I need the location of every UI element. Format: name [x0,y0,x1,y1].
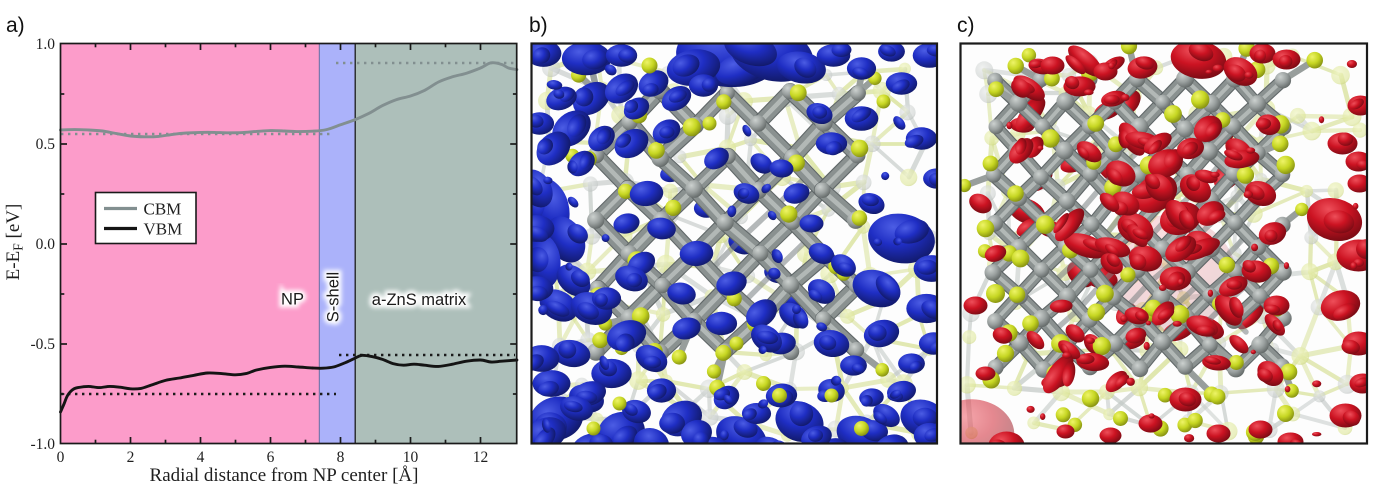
svg-text:-0.5: -0.5 [30,336,55,353]
svg-text:0.5: 0.5 [36,136,56,153]
svg-text:a-ZnS matrix: a-ZnS matrix [372,291,467,309]
svg-text:Radial distance from NP center: Radial distance from NP center [Å] [150,465,419,486]
svg-text:1.0: 1.0 [36,36,56,53]
svg-text:c): c) [957,14,975,37]
svg-text:8: 8 [337,449,345,466]
svg-text:S-shell: S-shell [325,272,343,322]
svg-text:10: 10 [403,449,419,466]
svg-text:0: 0 [57,449,65,466]
svg-text:4: 4 [197,449,205,466]
svg-text:6: 6 [267,449,275,466]
svg-text:0.0: 0.0 [36,236,56,253]
svg-text:a): a) [6,14,25,37]
svg-text:-1.0: -1.0 [30,436,55,453]
svg-text:NP: NP [281,291,304,309]
svg-text:S-shell: S-shell [325,272,343,322]
svg-text:2: 2 [127,449,135,466]
svg-text:12: 12 [473,449,489,466]
svg-text:CBM: CBM [144,200,182,219]
svg-text:b): b) [529,14,548,37]
svg-text:a-ZnS matrix: a-ZnS matrix [372,291,467,309]
svg-text:E-EF [eV]: E-EF [eV] [3,204,26,281]
svg-text:NP: NP [281,291,304,309]
svg-text:VBM: VBM [144,220,183,239]
